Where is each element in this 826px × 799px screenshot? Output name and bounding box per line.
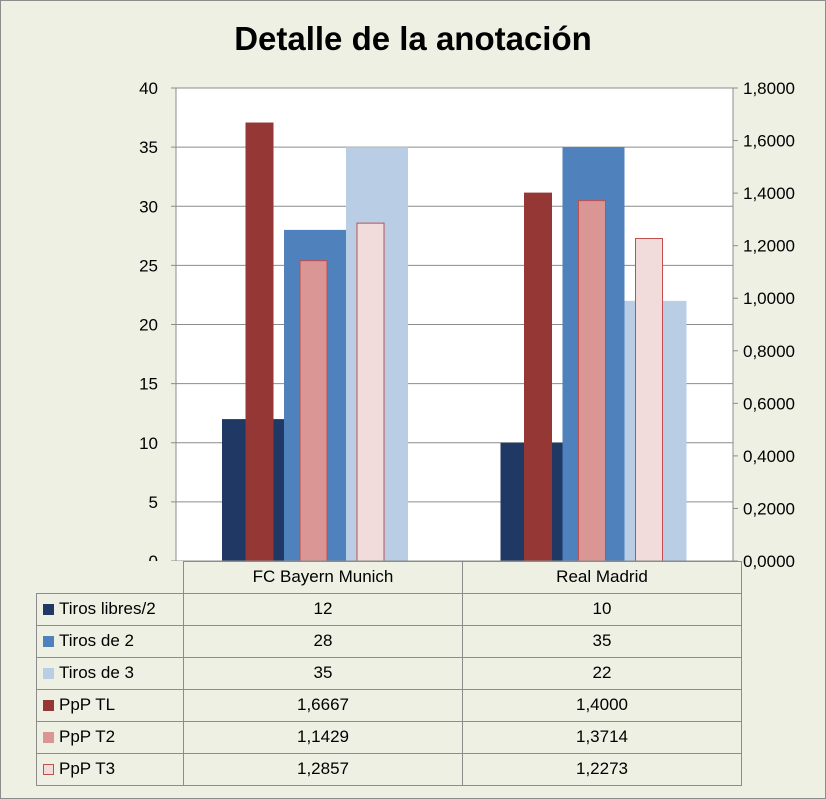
right-tick-label: 0,8000: [743, 342, 795, 361]
legend-entry: Tiros libres/2: [36, 592, 184, 626]
table-cell: 1,6667: [183, 688, 463, 722]
bar-ppp-t3: [356, 222, 385, 562]
swatch-tiros-libres: [43, 604, 54, 615]
right-tick-label: 1,4000: [743, 184, 795, 203]
legend-label: Tiros de 2: [59, 631, 134, 650]
legend-label: PpP T3: [59, 759, 116, 778]
right-axis-ticks: 0,0000 0,2000 0,4000 0,6000 0,8000 1,0000 1,20…: [733, 79, 795, 571]
right-tick-label: 0,0000: [743, 552, 795, 571]
table-row: PpP T2 1,1429 1,3714: [36, 720, 742, 754]
right-tick-label: 1,6000: [743, 132, 795, 151]
left-tick-label: 30: [139, 197, 158, 216]
legend-entry: Tiros de 3: [36, 656, 184, 690]
swatch-ppp-t3: [43, 764, 54, 775]
table-corner: [36, 561, 184, 594]
table-row: Tiros de 3 35 22: [36, 656, 742, 690]
left-tick-label: 25: [139, 256, 158, 275]
category-label: FC Bayern Munich: [183, 561, 463, 594]
left-tick-label: 10: [139, 434, 158, 453]
left-tick-label: 15: [139, 375, 158, 394]
right-tick-label: 0,4000: [743, 447, 795, 466]
right-tick-label: 1,2000: [743, 237, 795, 256]
table-cell: 1,2857: [183, 752, 463, 786]
table-row: PpP T3 1,2857 1,2273: [36, 752, 742, 786]
legend-label: PpP TL: [59, 695, 116, 714]
left-tick-label: 5: [149, 493, 158, 512]
right-tick-label: 1,0000: [743, 289, 795, 308]
left-tick-label: 40: [139, 79, 158, 98]
legend-label: Tiros libres/2: [59, 599, 156, 618]
swatch-tiros-de-2: [43, 636, 54, 647]
table-row: PpP TL 1,6667 1,4000: [36, 688, 742, 722]
bar-ppp-t2: [299, 260, 328, 562]
legend-label: PpP T2: [59, 727, 116, 746]
table-cell: 1,2273: [462, 752, 742, 786]
table-row: Tiros libres/2 12 10: [36, 592, 742, 626]
bar-ppp-tl: [245, 122, 274, 562]
bar-ppp-t2: [578, 200, 606, 562]
legend-label: Tiros de 3: [59, 663, 134, 682]
bar-ppp-tl: [524, 192, 552, 562]
swatch-tiros-de-3: [43, 668, 54, 679]
category-label: Real Madrid: [462, 561, 742, 594]
swatch-ppp-tl: [43, 700, 54, 711]
left-axis-ticks: 0510152025303540: [139, 79, 176, 571]
table-cell: 10: [462, 592, 742, 626]
table-cell: 28: [183, 624, 463, 658]
legend-entry: PpP T2: [36, 720, 184, 754]
right-tick-label: 0,6000: [743, 394, 795, 413]
legend-entry: PpP T3: [36, 752, 184, 786]
bars: [222, 122, 687, 562]
left-tick-label: 20: [139, 316, 158, 335]
legend-entry: Tiros de 2: [36, 624, 184, 658]
table-cell: 35: [183, 656, 463, 690]
table-row: Tiros de 2 28 35: [36, 624, 742, 658]
data-table: FC Bayern Munich Real Madrid Tiros libres/…: [36, 561, 742, 786]
left-tick-label: 35: [139, 138, 158, 157]
table-cell: 1,4000: [462, 688, 742, 722]
table-cell: 35: [462, 624, 742, 658]
chart-title: Detalle de la anotación: [234, 20, 592, 57]
swatch-ppp-t2: [43, 732, 54, 743]
table-cell: 22: [462, 656, 742, 690]
table-cell: 12: [183, 592, 463, 626]
right-tick-label: 1,8000: [743, 79, 795, 98]
table-cell: 1,1429: [183, 720, 463, 754]
legend-entry: PpP TL: [36, 688, 184, 722]
table-cell: 1,3714: [462, 720, 742, 754]
right-tick-label: 0,2000: [743, 499, 795, 518]
table-header-row: FC Bayern Munich Real Madrid: [36, 561, 742, 594]
bar-ppp-t3: [635, 237, 663, 562]
